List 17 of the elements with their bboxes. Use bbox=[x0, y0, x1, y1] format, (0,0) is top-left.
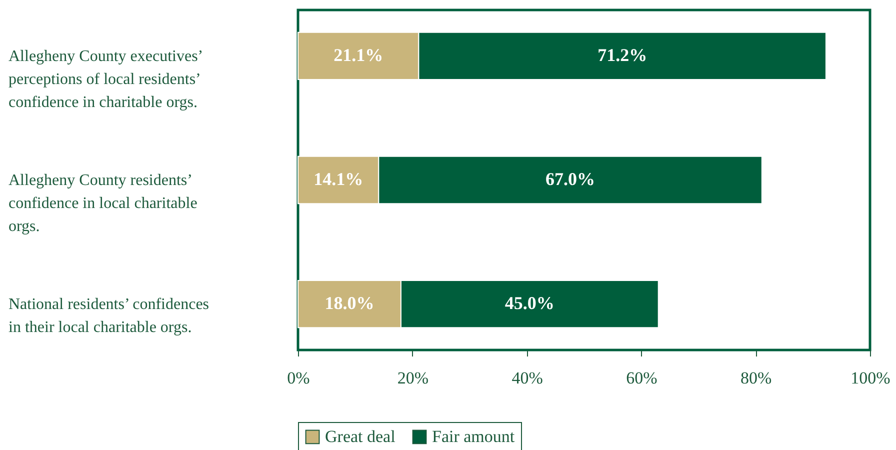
y-tick-label: Allegheny County residents’ confidence in local charitable orgs. bbox=[8, 172, 198, 235]
x-tick-label: 20% bbox=[397, 368, 428, 388]
legend-label: Great deal bbox=[325, 426, 396, 446]
data-label: 21.1% bbox=[334, 44, 384, 65]
x-tick-label: 60% bbox=[626, 368, 658, 388]
y-tick-label: National residents’ confidences in their local charitable orgs. bbox=[8, 296, 210, 336]
y-tick-label: Allegheny County executives’ perceptions of local residents’ confidence in charitable orgs. bbox=[8, 48, 204, 111]
data-label: 18.0% bbox=[324, 293, 374, 314]
data-label: 71.2% bbox=[598, 44, 648, 65]
legend-label: Fair amount bbox=[432, 426, 515, 446]
x-tick-label: 100% bbox=[850, 368, 890, 388]
data-label: 45.0% bbox=[504, 293, 554, 314]
x-tick-label: 80% bbox=[740, 368, 772, 388]
data-label: 14.1% bbox=[314, 169, 364, 189]
x-tick-label: 40% bbox=[512, 368, 543, 388]
x-tick-label: 0% bbox=[287, 368, 310, 388]
data-label: 67.0% bbox=[546, 169, 596, 189]
